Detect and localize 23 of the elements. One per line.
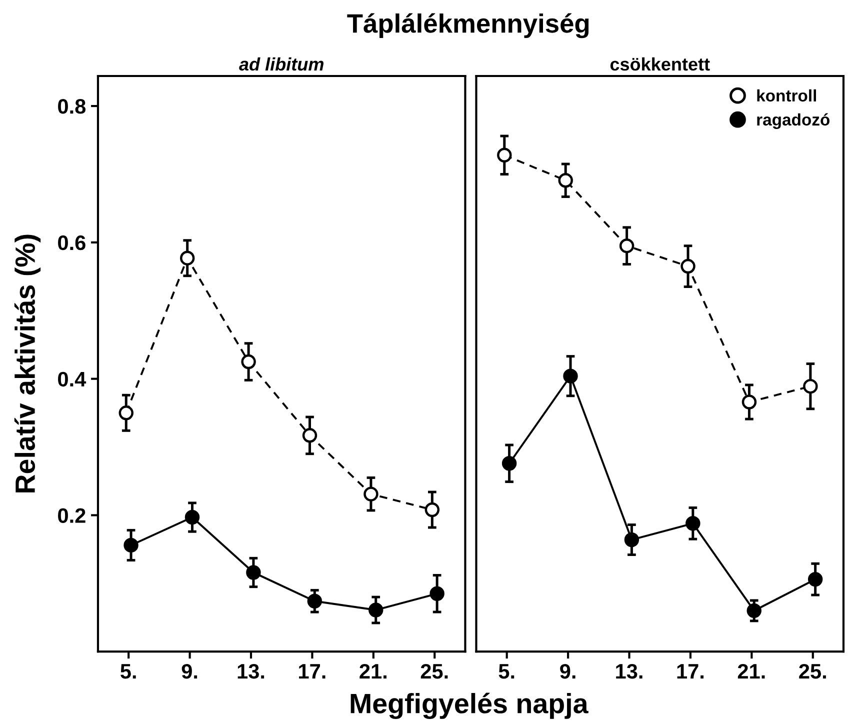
x-tick-label: 17. [677,664,704,679]
chart-subtitle: csökkentett [610,57,710,71]
x-tick-label: 17. [299,664,326,679]
x-tick-label: 13. [238,664,264,679]
y-tick-label: 0.8 [58,99,86,114]
chart-title: Táplálékmennyiség [347,13,589,38]
x-tick-label: 5. [120,664,136,679]
x-tick-label: 21. [360,664,386,679]
x-tick-label: 13. [616,664,642,679]
legend-label: ragadozó [757,113,830,129]
y-axis-title: Relatív aktivitás (%) [14,234,41,492]
x-tick-label: 9. [182,664,198,679]
x-tick-label: 9. [560,664,576,679]
x-tick-label: 25. [420,664,448,679]
y-tick-label: 0.6 [58,235,86,250]
x-axis-title: Megfigyelés napja [350,692,588,720]
x-tick-label: 25. [799,664,826,679]
x-tick-label: 21. [738,664,765,679]
y-tick-label: 0.4 [58,372,86,387]
legend-label: kontroll [757,89,816,102]
y-tick-label: 0.2 [58,508,86,523]
x-tick-label: 5. [498,664,514,679]
chart-subtitle: ad libitum [239,57,324,71]
